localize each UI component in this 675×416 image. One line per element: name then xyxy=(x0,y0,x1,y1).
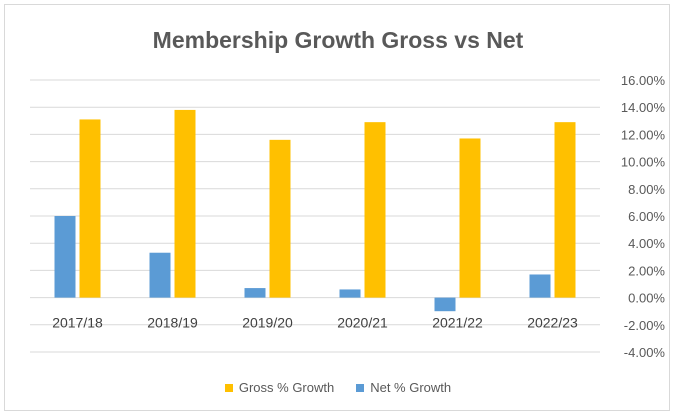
x-tick-label: 2020/21 xyxy=(337,315,388,331)
x-tick-label: 2019/20 xyxy=(242,315,293,331)
y-tick-label: 2.00% xyxy=(628,263,665,278)
y-tick-label: 8.00% xyxy=(628,182,665,197)
bar-gross-growth xyxy=(459,138,481,298)
chart-frame: Membership Growth Gross vs Net 16.00% 14.… xyxy=(4,4,670,411)
legend-item-gross: Gross % Growth xyxy=(224,380,335,395)
y-tick-label: -4.00% xyxy=(624,345,666,360)
y-tick-label: 4.00% xyxy=(628,236,665,251)
y-tick-label: 16.00% xyxy=(621,73,666,88)
chart-title: Membership Growth Gross vs Net xyxy=(152,27,524,53)
x-tick-label: 2022/23 xyxy=(527,315,578,331)
chart-legend: Gross % Growth Net % Growth xyxy=(5,380,671,395)
x-tick-label: 2017/18 xyxy=(52,315,103,331)
x-tick-label: 2021/22 xyxy=(432,315,483,331)
chart-plot: 16.00% 14.00% 12.00% 10.00% 8.00% 6.00% 4.00% 2… xyxy=(30,73,666,360)
bar-net-growth xyxy=(529,274,551,298)
bar-net-growth xyxy=(339,289,361,298)
bar-gross-growth xyxy=(269,139,291,298)
bar-net-growth xyxy=(244,288,266,298)
bar-gross-growth xyxy=(364,122,386,298)
y-tick-label: 12.00% xyxy=(621,127,666,142)
y-tick-label: 14.00% xyxy=(621,100,666,115)
y-tick-label: 6.00% xyxy=(628,209,665,224)
y-tick-label: -2.00% xyxy=(624,318,666,333)
bar-gross-growth xyxy=(554,122,576,298)
legend-item-net: Net % Growth xyxy=(356,380,451,395)
legend-swatch-net xyxy=(356,383,365,392)
bar-net-growth xyxy=(434,297,456,312)
bar-net-growth xyxy=(149,252,171,298)
legend-label-net: Net % Growth xyxy=(370,380,452,395)
y-tick-label: 0.00% xyxy=(628,291,665,306)
legend-label-gross: Gross % Growth xyxy=(238,380,335,395)
x-tick-label: 2018/19 xyxy=(147,315,198,331)
bar-gross-growth xyxy=(174,109,196,298)
y-tick-label: 10.00% xyxy=(621,155,666,170)
bar-net-growth xyxy=(54,216,76,298)
bar-gross-growth xyxy=(79,119,101,298)
legend-swatch-gross xyxy=(224,383,233,392)
